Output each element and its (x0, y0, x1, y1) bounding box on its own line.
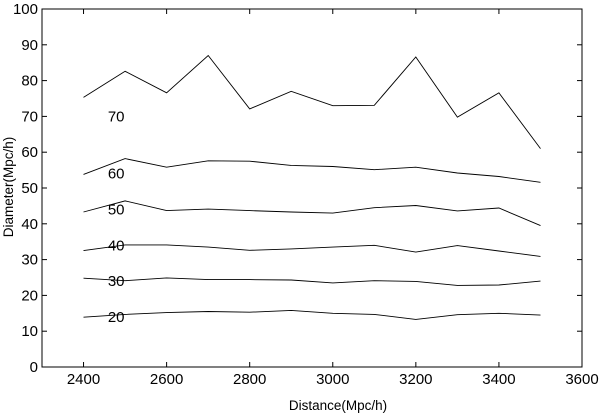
series-line-20 (83, 309, 541, 320)
x-tick-label: 3200 (399, 371, 432, 388)
y-tick-label: 60 (21, 144, 38, 161)
series-label-40: 40 (108, 237, 125, 254)
series-labels: 20 30 40 50 60 70 (108, 108, 125, 325)
y-tick-label: 20 (21, 287, 38, 304)
y-tick-label: 90 (21, 37, 38, 54)
y-tick-label: 40 (21, 216, 38, 233)
x-tick-label: 3400 (482, 371, 515, 388)
x-tick-label: 2600 (150, 371, 183, 388)
series-lines (83, 54, 541, 320)
series-label-50: 50 (108, 201, 125, 218)
y-tick-label: 70 (21, 108, 38, 125)
y-axis-title: Diameter(Mpc/h) (1, 137, 16, 238)
y-axis: 0 10 20 30 40 50 60 70 80 90 100 (13, 1, 582, 376)
x-tick-label: 3600 (565, 371, 598, 388)
y-tick-label: 10 (21, 323, 38, 340)
series-label-20: 20 (108, 309, 125, 326)
y-tick-label: 100 (13, 1, 38, 18)
series-label-30: 30 (108, 273, 125, 290)
y-tick-label: 80 (21, 73, 38, 90)
y-tick-label: 30 (21, 252, 38, 269)
x-axis: 2400 2600 2800 3000 3200 3400 3600 (67, 9, 599, 388)
x-tick-label: 3000 (316, 371, 349, 388)
series-line-70 (83, 54, 541, 149)
y-tick-label: 50 (21, 180, 38, 197)
x-tick-label: 2400 (67, 371, 100, 388)
x-tick-label: 2800 (233, 371, 266, 388)
y-tick-label: 0 (30, 359, 38, 376)
series-label-70: 70 (108, 108, 125, 125)
x-axis-title: Distance(Mpc/h) (289, 398, 387, 413)
series-line-50 (83, 200, 541, 227)
series-line-60 (83, 158, 541, 183)
series-line-40 (83, 244, 541, 257)
series-line-30 (83, 277, 541, 286)
series-label-60: 60 (108, 166, 125, 183)
